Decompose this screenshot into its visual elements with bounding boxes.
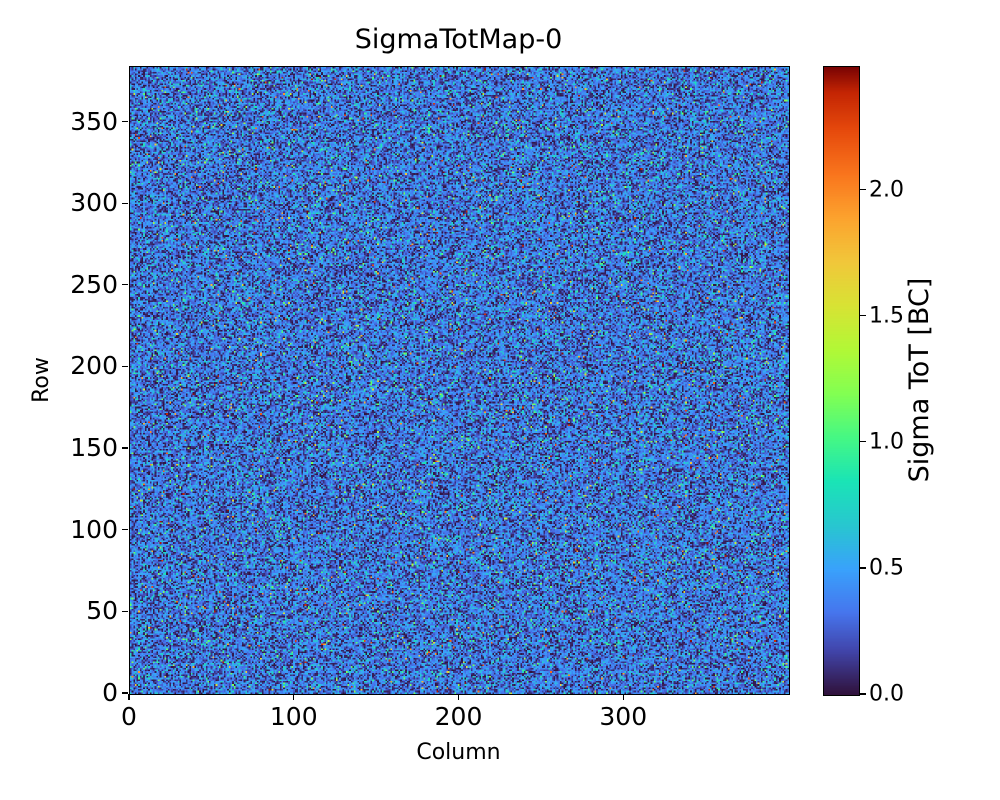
x-tick-label: 300 — [599, 702, 648, 731]
y-tick-label: 350 — [70, 106, 118, 136]
x-axis-label: Column — [416, 740, 501, 765]
colorbar-tick-label: 1.0 — [869, 429, 904, 455]
y-tick-mark — [122, 529, 128, 531]
x-tick-mark — [457, 694, 460, 700]
y-axis-label: Row — [29, 356, 54, 403]
colorbar-tick-label: 2.0 — [869, 177, 904, 203]
y-tick-label: 300 — [70, 188, 118, 218]
colorbar-tick-label: 1.5 — [869, 303, 904, 329]
colorbar-label: Sigma ToT [BC] — [904, 277, 935, 483]
heatmap-image — [130, 67, 789, 694]
x-tick-label: 0 — [121, 702, 137, 731]
x-tick-mark — [293, 694, 295, 700]
colorbar-tick-mark — [860, 693, 866, 695]
y-tick-mark — [122, 284, 128, 286]
y-tick-mark — [122, 692, 128, 694]
y-tick-mark — [122, 202, 128, 204]
colorbar-tick-mark — [860, 315, 866, 317]
colorbar[interactable] — [823, 66, 860, 696]
y-tick-mark — [122, 610, 128, 612]
y-tick-label: 50 — [86, 596, 118, 626]
y-tick-mark — [122, 447, 128, 449]
colorbar-tick-mark — [860, 441, 866, 443]
colorbar-tick-label: 0.0 — [869, 681, 904, 707]
y-tick-label: 200 — [70, 351, 118, 381]
y-tick-label: 250 — [70, 269, 118, 299]
x-tick-label: 200 — [434, 702, 483, 731]
x-tick-label: 100 — [269, 702, 318, 731]
colorbar-gradient — [824, 67, 859, 695]
heatmap-axes[interactable] — [129, 66, 790, 695]
page-title: SigmaTotMap-0 — [354, 24, 563, 55]
y-tick-mark — [122, 120, 128, 123]
y-tick-label: 150 — [70, 433, 118, 463]
y-tick-label: 100 — [70, 514, 118, 544]
colorbar-tick-mark — [860, 188, 866, 191]
colorbar-tick-mark — [860, 567, 866, 569]
y-tick-label: 0 — [102, 678, 118, 707]
y-tick-mark — [122, 365, 128, 368]
x-tick-mark — [128, 694, 130, 700]
colorbar-tick-label: 0.5 — [869, 555, 904, 581]
x-tick-mark — [622, 694, 624, 700]
